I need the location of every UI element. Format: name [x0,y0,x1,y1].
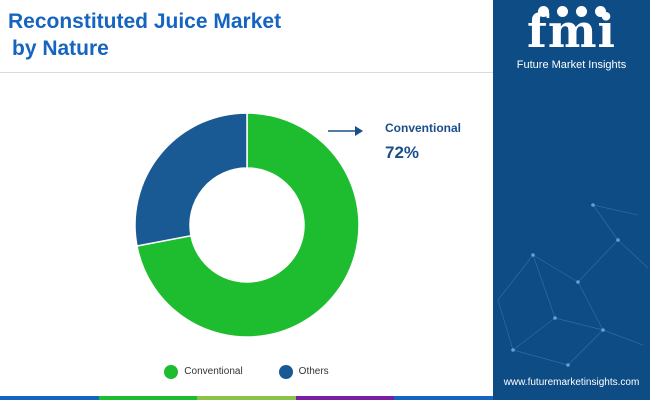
logo-icons [493,6,650,17]
network-pattern-graphic [497,203,649,367]
header-divider [0,72,493,73]
title-line-2: by Nature [12,37,109,60]
bottom-bar-segment [394,396,493,400]
logo-dot-icon [537,6,549,17]
donut-chart [134,112,360,338]
legend-label: Others [298,366,329,377]
donut-slice-others [134,112,248,247]
bottom-bar-segment [0,396,99,400]
legend-label: Conventional [184,366,243,377]
logo-dot-icon [556,6,568,17]
title-line-1: Reconstituted Juice Market [8,10,282,33]
legend-item-others: Others [278,365,329,379]
chart-legend: Conventional Others [0,364,493,380]
chart-title: Reconstituted Juice Market by Nature [8,8,281,62]
donut-slice-conventional [136,112,360,338]
bottom-bar-segment [197,396,296,400]
website-url[interactable]: www.futuremarketinsights.com [503,377,640,388]
callout-arrow-icon [328,126,363,136]
brand-sidebar: fmi Future Market Insights www.futuremar… [493,0,650,400]
brand-name: Future Market Insights [516,59,627,71]
bottom-bar-segment [98,396,198,400]
callout-label: Conventional [385,121,462,135]
logo-dot-icon [594,6,606,17]
bottom-color-bar [0,396,493,400]
legend-item-conventional: Conventional [164,365,243,379]
legend-swatch [278,365,293,379]
bottom-bar-segment [295,396,395,400]
callout-value: 72% [385,143,420,162]
legend-swatch [164,365,179,379]
logo-dot-icon [575,6,587,17]
